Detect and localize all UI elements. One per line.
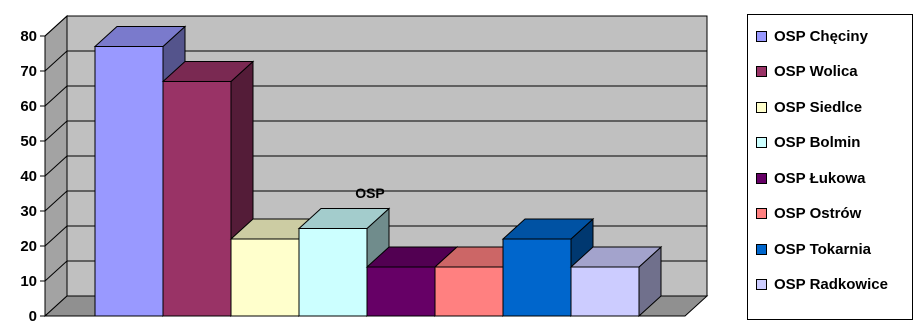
legend-swatch [756,172,767,184]
bar-top [501,218,595,240]
legend-swatch [756,208,767,219]
legend-item: OSP Siedlce [756,97,862,117]
bar-front [570,266,640,317]
legend-item: OSP Łukowa [756,168,865,188]
bar-front [94,46,164,317]
y-tick-label: 80 [20,28,37,45]
legend-label: OSP Wolica [774,63,858,80]
gridline [44,155,707,177]
bar [569,245,663,318]
legend-swatch [756,243,767,255]
legend-label: OSP Radkowice [774,276,888,293]
gridline [44,225,707,247]
axes [40,35,46,317]
legend: OSP Chęciny OSP Wolica OSP Siedlce OSP Bolm… [747,14,913,320]
legend-item: OSP Bolmin [756,133,860,153]
bar-front [502,238,572,317]
legend-swatch [756,101,767,113]
legend-label: OSP Ostrów [774,205,862,222]
legend-item: OSP Chęciny [756,26,868,46]
legend-swatch [756,66,767,77]
legend-item: OSP Radkowice [756,275,888,295]
bars [93,25,663,318]
bar-top [93,26,187,47]
bar-front [434,266,504,317]
bar-front [230,238,300,317]
y-tick-label: 0 [29,308,37,321]
gridline [44,120,707,142]
legend-label: OSP Chęciny [774,27,868,45]
y-tick-label: 50 [20,133,37,150]
bar-top [161,61,255,82]
legend-item: OSP Tokarnia [756,239,871,259]
gridline [44,85,707,107]
bar-front [298,228,368,317]
y-tick-label: 60 [20,98,37,115]
legend-label: OSP Tokarnia [774,240,871,258]
gridline [44,15,707,37]
gridlines [44,15,707,282]
bar-front [162,81,232,317]
y-tick-label: 30 [20,203,37,220]
y-tick-label: 20 [20,238,37,255]
legend-item: OSP Ostrów [756,204,861,224]
bar-front [366,266,436,317]
legend-swatch [756,137,767,148]
bar-top [569,246,663,268]
legend-item: OSP Wolica [756,62,858,82]
legend-swatch [756,279,767,290]
category-label: OSP [355,185,385,201]
bar-top [297,208,391,229]
gridline [44,50,707,72]
legend-label: OSP Siedlce [774,98,863,116]
legend-label: OSP Łukowa [774,169,866,187]
y-tick-label: 40 [20,168,37,185]
bar-chart: 0 10 20 30 40 50 60 70 80 OSP [20,14,709,321]
y-tick-label: 10 [20,273,37,290]
legend-label: OSP Bolmin [774,134,861,151]
gridline [44,190,707,212]
y-tick-label: 70 [20,63,37,80]
legend-swatch [756,30,767,42]
tick-labels: 0 10 20 30 40 50 60 70 80 OSP [20,28,384,321]
